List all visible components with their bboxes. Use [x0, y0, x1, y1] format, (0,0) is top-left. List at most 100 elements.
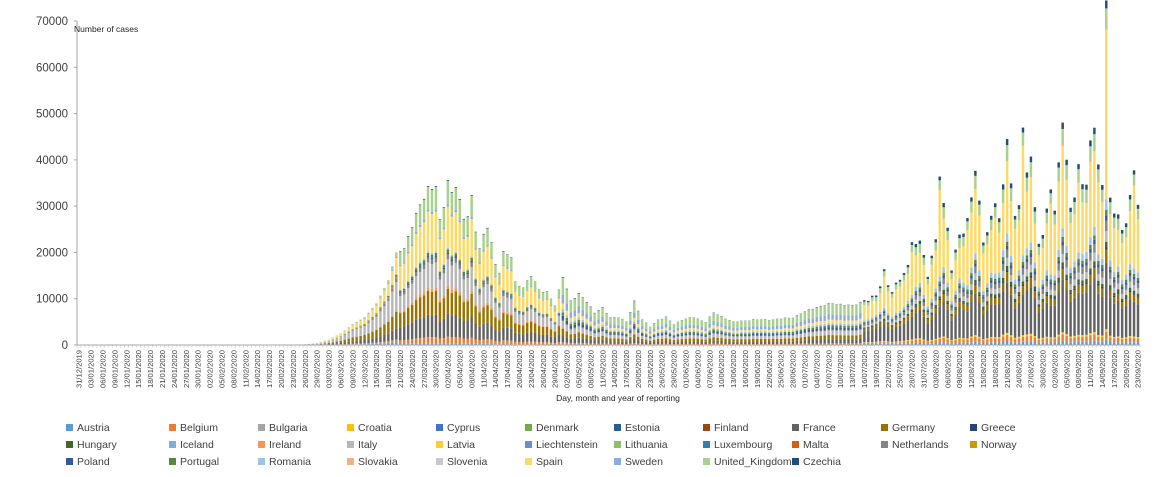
bar-segment-poland — [593, 331, 596, 334]
bar-segment-germany — [779, 338, 783, 342]
bar-segment-poland — [470, 260, 473, 263]
bar-segment-croatia — [878, 341, 882, 342]
legend-label: Slovakia — [358, 455, 398, 468]
bar-segment-italy — [720, 334, 723, 338]
bar-segment-united_kingdom — [847, 305, 850, 316]
bar-segment-france — [1053, 305, 1056, 338]
bar-segment-croatia — [906, 340, 910, 341]
bar-segment-portugal — [1025, 255, 1029, 259]
bar-segment-germany — [890, 326, 894, 330]
bar-segment-spain — [561, 303, 565, 309]
bar-segment-sweden — [851, 315, 854, 321]
bar-segment-spain — [974, 189, 977, 254]
bar-segment-france — [430, 315, 434, 338]
bar-segment-romania — [756, 331, 759, 333]
bar-segment-croatia — [1049, 337, 1052, 339]
bar-segment-belgium — [490, 339, 493, 344]
bar-segment-belgium — [676, 344, 680, 345]
bar-segment-france — [744, 341, 747, 345]
bar-segment-poland — [625, 335, 628, 337]
bar-segment-belgium — [1061, 334, 1064, 341]
bar-segment-spain — [545, 299, 549, 314]
bar-segment-romania — [791, 330, 795, 332]
bar-segment-ireland — [446, 285, 450, 289]
bar-segment-greece — [1132, 293, 1136, 295]
bar-segment-spain — [1093, 151, 1096, 227]
bar-segment-poland — [1017, 278, 1021, 282]
bar-segment-belgium — [811, 343, 814, 345]
bar-segment-portugal — [387, 295, 390, 298]
bar-segment-united_kingdom — [871, 297, 874, 302]
bar-segment-portugal — [1001, 257, 1005, 261]
bar-segment-spain — [795, 326, 799, 330]
bar-segment-united_kingdom — [1029, 162, 1033, 178]
x-tick-label: 21/08/2020 — [1003, 350, 1012, 388]
bar-segment-sweden — [498, 283, 501, 285]
bar-segment-greece — [1093, 265, 1096, 268]
bar-segment-poland — [783, 333, 787, 335]
bar-segment-romania — [506, 291, 509, 293]
bar-segment-france — [339, 342, 342, 345]
bar-segment-spain — [1116, 230, 1120, 267]
bar-segment-croatia — [950, 340, 953, 342]
legend-item: Norway — [970, 436, 1059, 453]
bar-segment-austria — [1120, 342, 1124, 345]
bar-segment-france — [878, 326, 882, 342]
bar-segment-italy — [565, 325, 569, 331]
bar-segment-croatia — [1109, 335, 1112, 338]
bar-segment-spain — [458, 222, 461, 259]
bar-segment-belgium — [902, 341, 906, 344]
legend-swatch — [66, 424, 73, 431]
bar-segment-portugal — [652, 334, 656, 336]
bar-segment-belgium — [1045, 338, 1049, 343]
bar-segment-netherlands — [506, 295, 509, 298]
bar-segment-spain — [399, 266, 402, 290]
bar-segment-romania — [470, 256, 473, 258]
bar-segment-poland — [767, 334, 771, 336]
bar-segment-romania — [831, 323, 834, 326]
bar-segment-united_kingdom — [371, 307, 374, 310]
bar-segment-france — [807, 339, 811, 344]
bar-segment-greece — [950, 315, 953, 317]
bar-segment-germany — [950, 316, 953, 321]
bar-segment-united_kingdom — [561, 277, 565, 295]
bar-segment-austria — [1025, 341, 1029, 345]
bar-segment-romania — [1116, 266, 1120, 273]
bar-segment-poland — [406, 283, 410, 286]
bar-segment-portugal — [502, 290, 505, 293]
bar-segment-netherlands — [561, 319, 565, 322]
bar-segment-croatia — [1105, 329, 1108, 332]
bar-segment-france — [1045, 302, 1049, 337]
bar-segment-czechia — [466, 216, 469, 217]
bar-segment-france — [1105, 262, 1108, 330]
bar-segment-romania — [438, 270, 442, 273]
bar-segment-netherlands — [807, 331, 811, 333]
bar-segment-romania — [442, 263, 446, 266]
bar-segment-romania — [1128, 264, 1132, 271]
bar-segment-italy — [605, 333, 608, 338]
bar-segment-poland — [684, 333, 688, 336]
legend-label: Luxembourg — [714, 438, 773, 451]
bar-segment-netherlands — [1097, 267, 1100, 275]
bar-segment-netherlands — [510, 296, 513, 300]
bar-segment-hungary — [1112, 293, 1116, 296]
bar-segment-netherlands — [589, 330, 592, 332]
bar-segment-portugal — [724, 332, 727, 334]
bar-segment-germany — [831, 335, 834, 340]
bar-segment-portugal — [1109, 266, 1112, 270]
bar-segment-netherlands — [462, 275, 465, 280]
bar-segment-united_kingdom — [759, 319, 763, 327]
bar-segment-italy — [1136, 288, 1140, 294]
bar-segment-austria — [470, 343, 473, 345]
legend-label: Portugal — [180, 455, 220, 468]
bar-segment-austria — [410, 343, 414, 345]
bar-segment-czechia — [986, 232, 989, 236]
bar-segment-italy — [926, 314, 930, 318]
bar-segment-sweden — [442, 227, 446, 230]
bar-segment-sweden — [637, 319, 640, 325]
bar-segment-netherlands — [990, 283, 993, 289]
bar-segment-sweden — [561, 294, 565, 304]
bar-segment-romania — [855, 323, 858, 326]
bar-segment-greece — [1101, 286, 1104, 289]
legend-item: Cyprus — [436, 419, 525, 436]
